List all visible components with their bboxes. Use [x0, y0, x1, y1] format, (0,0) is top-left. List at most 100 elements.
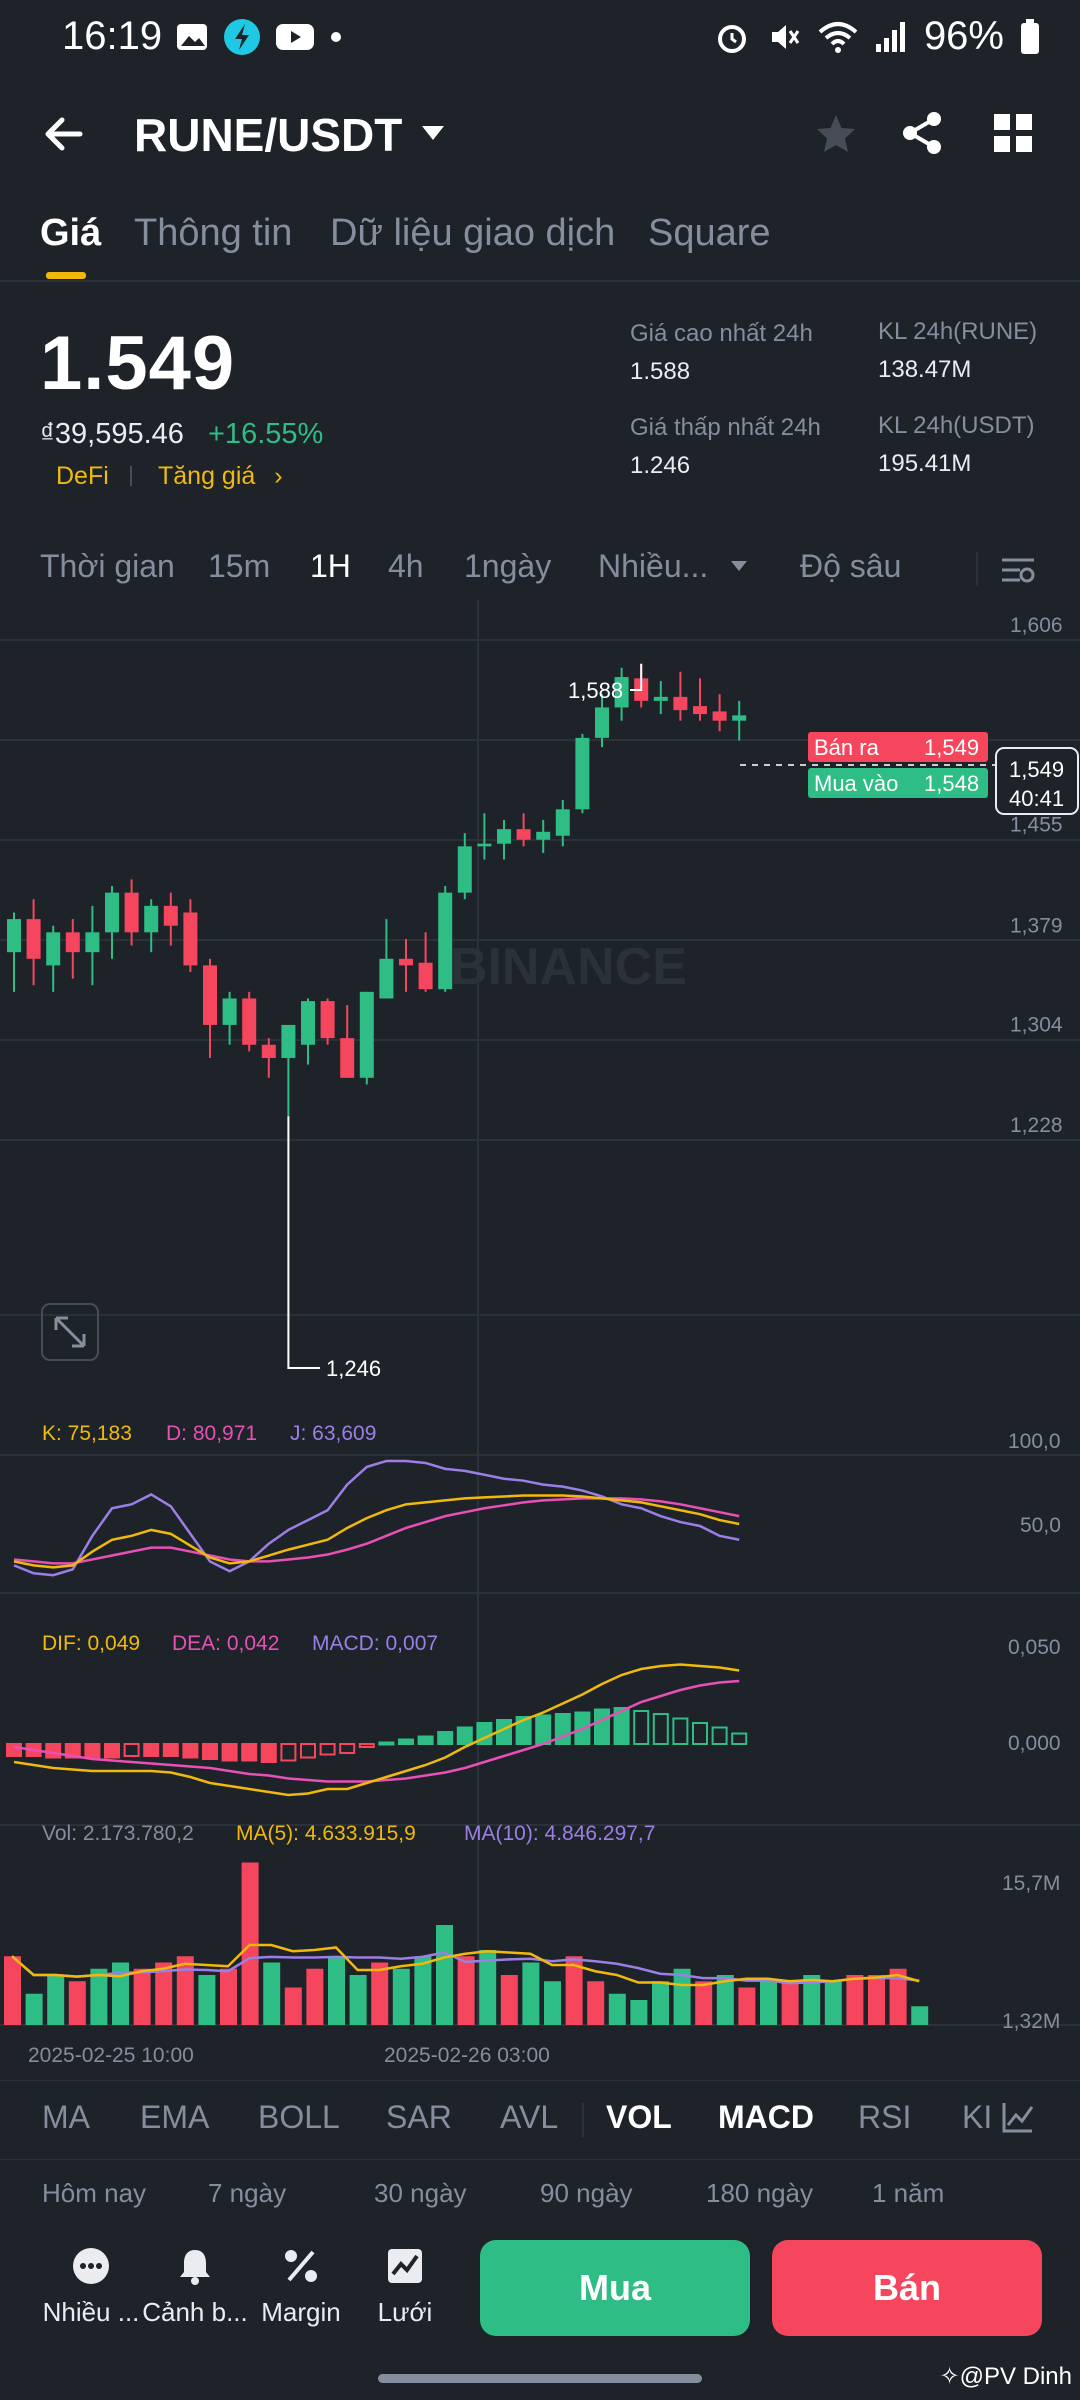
macd-dif-label: DIF: 0,049 — [42, 1632, 140, 1655]
watermark: BINANCE — [450, 938, 687, 996]
macd-histogram-bar — [358, 1743, 375, 1748]
ind-macd[interactable]: MACD — [718, 2099, 814, 2135]
action-grid[interactable]: Lưới — [350, 2246, 460, 2328]
volume-bar — [25, 1993, 43, 2025]
candle-body — [673, 696, 688, 711]
range-180d[interactable]: 180 ngày — [706, 2178, 813, 2208]
bid-badge[interactable] — [808, 768, 988, 798]
caret-down-icon[interactable] — [420, 124, 446, 142]
volume-bar — [652, 1981, 669, 2025]
kdj-tick-50: 50,0 — [1020, 1514, 1061, 1537]
tf-depth[interactable]: Độ sâu — [800, 548, 902, 584]
sell-button[interactable]: Bán — [772, 2240, 1042, 2336]
action-more[interactable]: Nhiều ... — [36, 2246, 146, 2328]
vol-label: Vol: 2.173.780,2 — [42, 1822, 194, 1845]
ind-ma[interactable]: MA — [42, 2099, 90, 2135]
status-system-icons: 96% — [714, 14, 1040, 59]
tab-trading-data[interactable]: Dữ liệu giao dịch — [330, 212, 616, 254]
action-alert[interactable]: Cảnh b... — [140, 2246, 250, 2328]
ask-badge[interactable] — [808, 732, 988, 762]
macd-histogram-bar — [162, 1743, 179, 1757]
macd-histogram-bar — [554, 1713, 571, 1745]
range-90d[interactable]: 90 ngày — [540, 2178, 633, 2208]
expand-icon[interactable] — [41, 1303, 99, 1361]
range-today[interactable]: Hôm nay — [42, 2178, 147, 2208]
back-arrow-icon[interactable] — [40, 110, 88, 158]
ind-kdj[interactable]: KI — [962, 2099, 993, 2135]
candle-body — [242, 998, 257, 1045]
more-caret-icon[interactable] — [730, 560, 748, 572]
indicator-settings-icon[interactable] — [1000, 2099, 1036, 2135]
tf-more[interactable]: Nhiều... — [598, 548, 709, 584]
price-change-percent: +16.55% — [208, 418, 324, 450]
candle-body — [26, 919, 41, 959]
macd-tick-zero: 0,000 — [1008, 1732, 1061, 1755]
status-bar: 16:19 96% — [0, 0, 1080, 80]
candle-body — [575, 737, 590, 810]
macd-histogram-bar — [613, 1707, 630, 1745]
tf-1day[interactable]: 1ngày — [464, 548, 552, 584]
share-icon[interactable] — [900, 110, 944, 156]
ind-sar[interactable]: SAR — [386, 2099, 452, 2135]
alarm-icon — [717, 24, 746, 53]
ind-avl[interactable]: AVL — [500, 2099, 559, 2135]
tf-1h[interactable]: 1H — [310, 548, 351, 584]
macd-histogram-bar — [711, 1726, 728, 1745]
favorite-star-icon[interactable] — [814, 112, 858, 156]
kdj-k-label: K: 75,183 — [42, 1422, 132, 1445]
tf-time[interactable]: Thời gian — [40, 548, 175, 584]
kdj-j-label: J: 63,609 — [290, 1422, 376, 1445]
volume-bar — [436, 1925, 453, 2025]
candle-body — [712, 711, 727, 721]
buy-button[interactable]: Mua — [480, 2240, 750, 2336]
macd-dea-label: DEA: 0,042 — [172, 1632, 279, 1655]
layout-grid-icon[interactable] — [992, 112, 1034, 154]
home-indicator[interactable] — [378, 2374, 702, 2383]
pair-title[interactable]: RUNE/USDT — [134, 109, 403, 161]
candle-body — [595, 707, 609, 738]
macd-dea-line — [13, 1679, 740, 1783]
tf-4h[interactable]: 4h — [388, 548, 424, 584]
candle-body — [340, 1038, 355, 1078]
candle-body — [281, 1024, 296, 1058]
fiat-price: ₫39,595.46 — [40, 418, 184, 450]
range-30d[interactable]: 30 ngày — [374, 2178, 467, 2208]
price-tick-label: 1,379 — [1010, 914, 1063, 937]
macd-histogram-bar — [731, 1732, 748, 1745]
vol-ma5-label: MA(5): 4.633.915,9 — [236, 1822, 416, 1845]
ind-vol[interactable]: VOL — [606, 2099, 672, 2135]
volume-bar — [565, 1956, 583, 2025]
macd-histogram-bar — [652, 1713, 669, 1745]
tag-defi[interactable]: DeFi — [56, 462, 109, 490]
ind-boll[interactable]: BOLL — [258, 2099, 340, 2135]
volume-bar — [198, 1975, 216, 2025]
candle-body — [85, 932, 100, 953]
battery-percent: 96% — [923, 14, 1004, 58]
tab-info[interactable]: Thông tin — [134, 212, 293, 254]
macd-histogram-bar — [64, 1743, 81, 1759]
volume-bar — [716, 1975, 734, 2025]
volume-bar — [846, 1975, 864, 2025]
ind-ema[interactable]: EMA — [140, 2099, 210, 2135]
volume-bar — [738, 1987, 756, 2025]
kdj-k-line — [13, 1494, 740, 1569]
action-margin[interactable]: Margin — [246, 2246, 356, 2328]
candle-body — [693, 706, 707, 715]
tab-square[interactable]: Square — [648, 212, 771, 254]
ind-rsi[interactable]: RSI — [858, 2099, 912, 2135]
wifi-icon — [818, 21, 858, 53]
tag-rising[interactable]: Tăng giá › — [158, 462, 283, 491]
volume-bar — [911, 2006, 929, 2025]
chart-grid — [0, 600, 1080, 2026]
chart-settings-icon[interactable] — [1000, 554, 1036, 586]
macd-histogram-bar — [143, 1743, 160, 1757]
tab-price[interactable]: Giá — [40, 212, 102, 254]
vol-usdt-value: 195.41M — [878, 450, 972, 477]
tf-15m[interactable]: 15m — [208, 548, 271, 584]
macd-chart — [6, 1663, 748, 1797]
range-1y[interactable]: 1 năm — [872, 2178, 945, 2208]
volume-bar — [781, 1981, 799, 2025]
range-7d[interactable]: 7 ngày — [208, 2178, 287, 2208]
price-axis: 1,606 1,455 1,379 1,304 1,228 — [1010, 614, 1063, 1137]
